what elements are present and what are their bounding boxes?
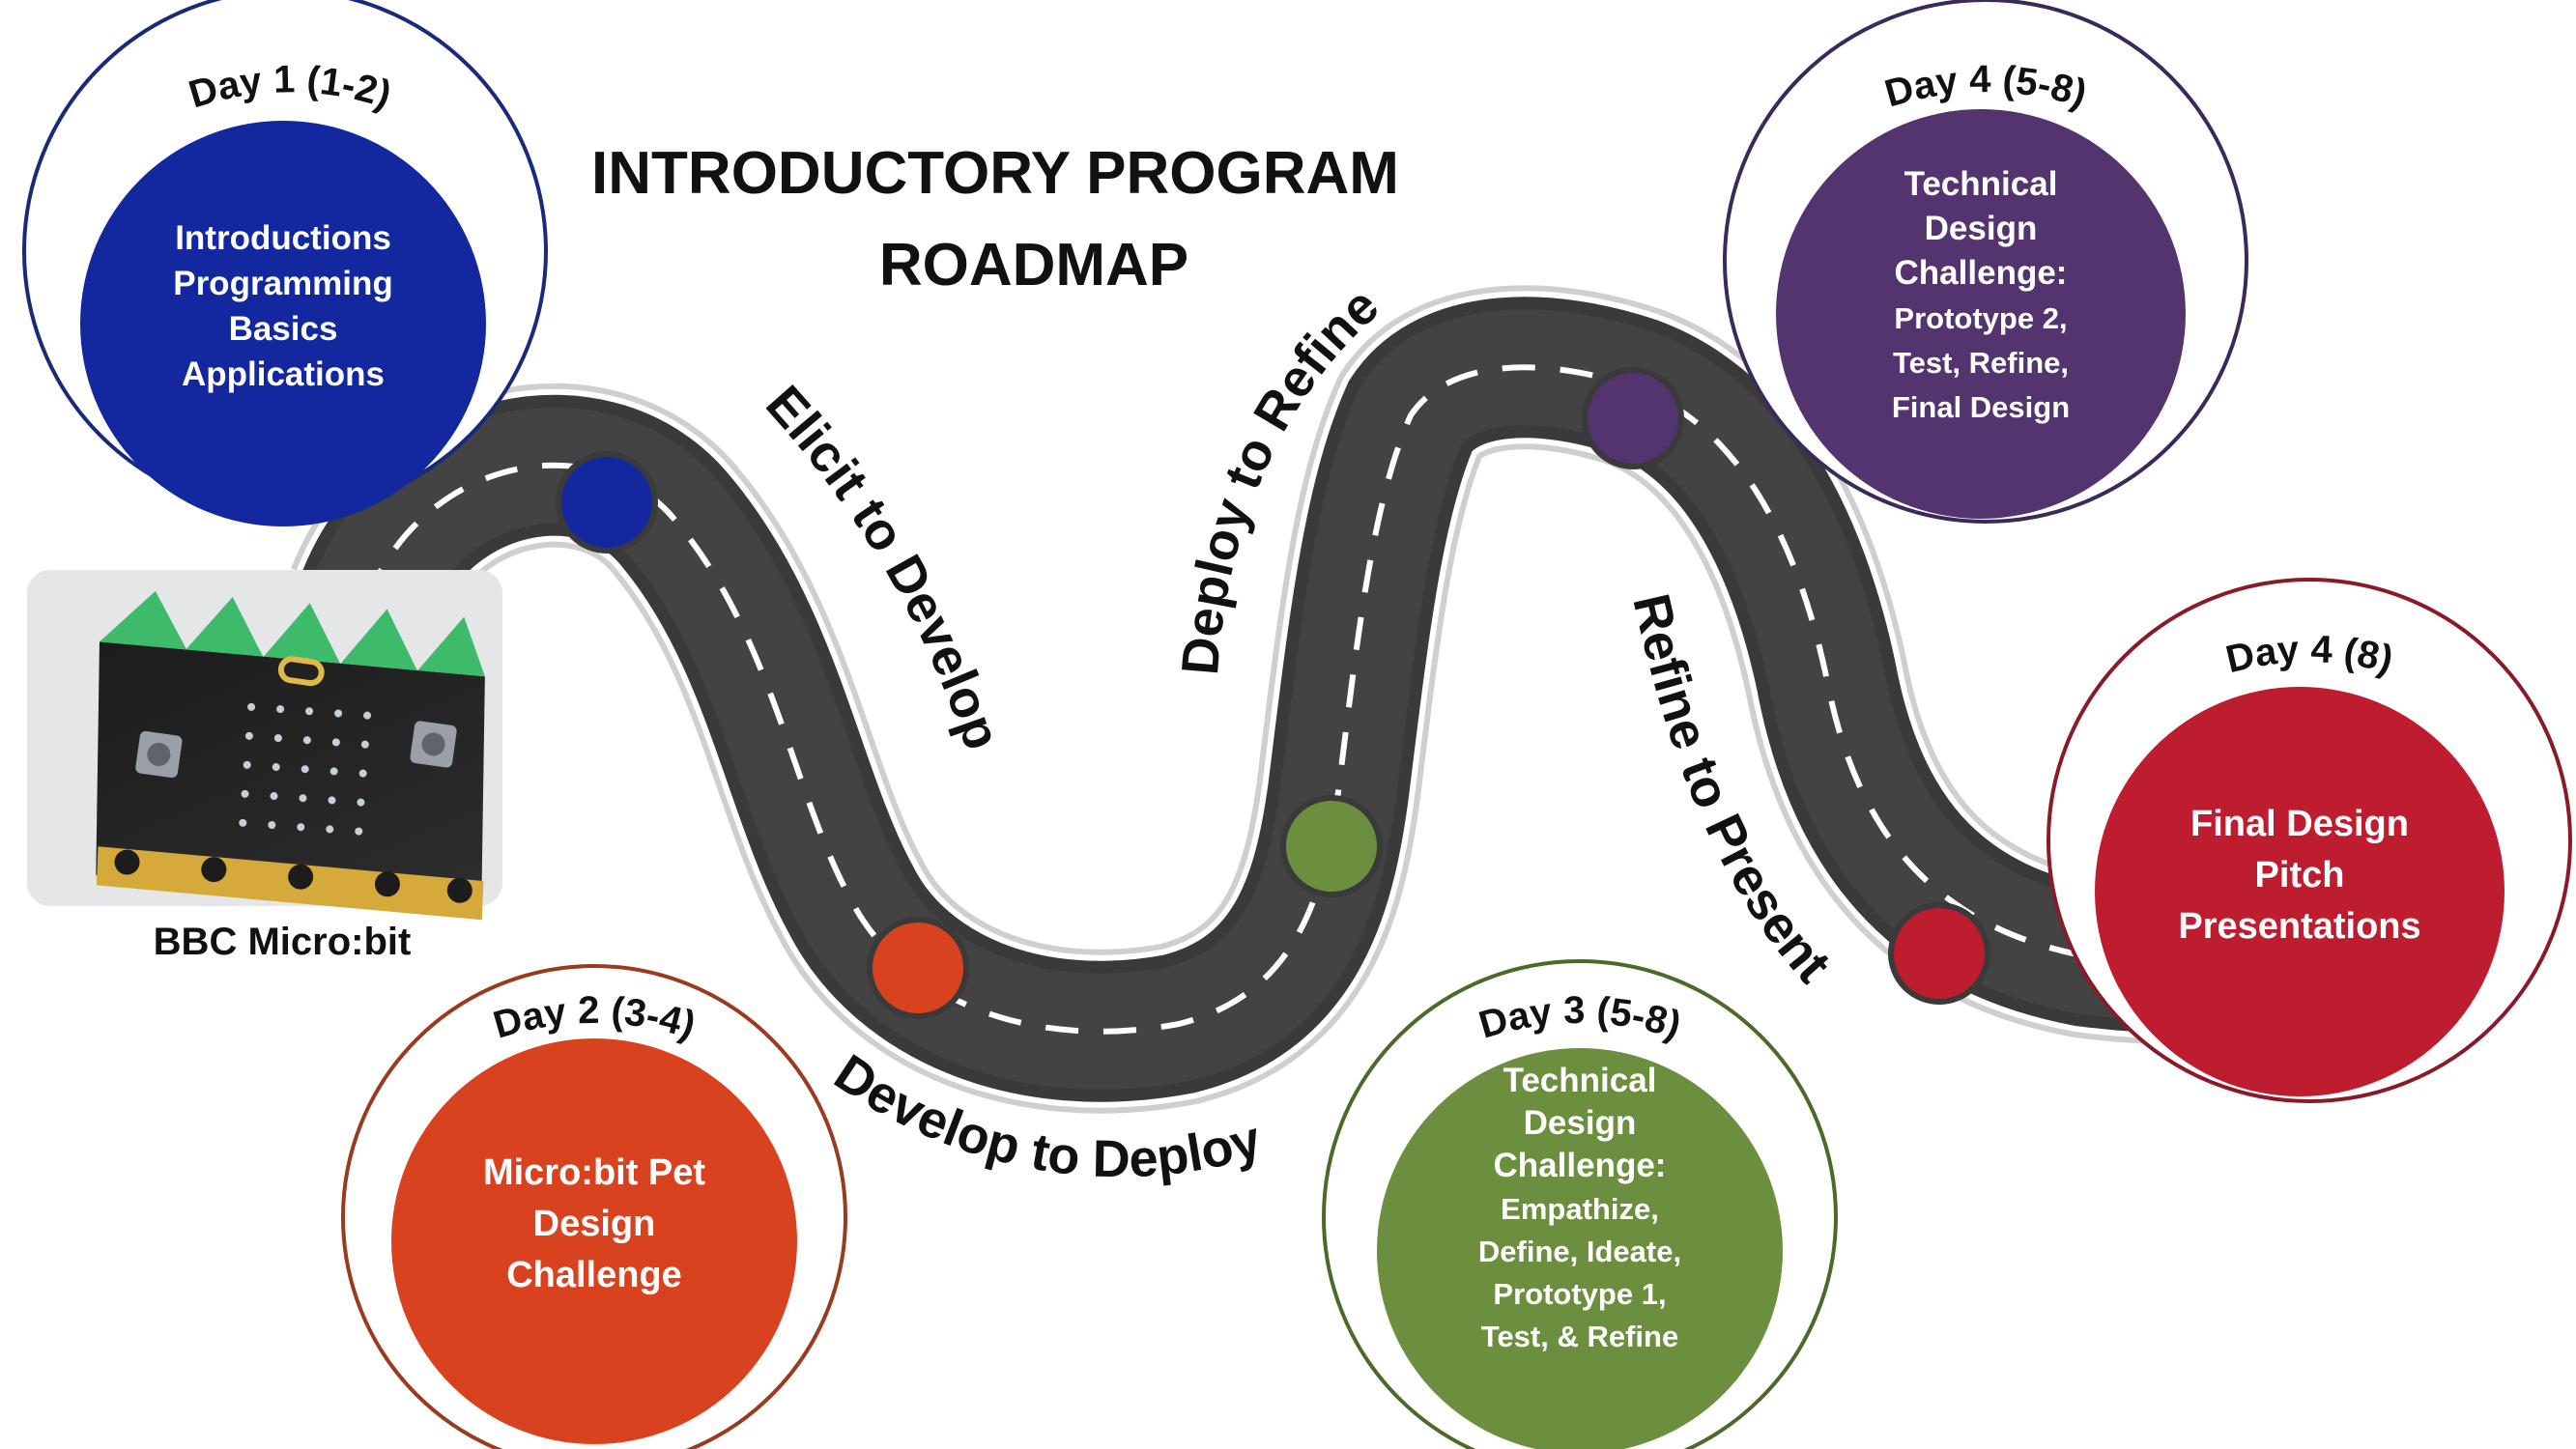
milestone-text-line: Final Design <box>2190 804 2409 844</box>
microbit-caption: BBC Micro:bit <box>154 921 412 963</box>
milestone-text-line: Design <box>533 1204 656 1244</box>
milestone-text-line: Technical <box>1503 1062 1657 1099</box>
title-line-1: INTRODUCTORY PROGRAM <box>591 140 1399 207</box>
milestone-text-line: Prototype 2, <box>1894 301 2067 335</box>
milestone-text-line: Prototype 1, <box>1493 1277 1666 1311</box>
milestone-3: Day 3 (5-8)TechnicalDesignChallenge:Empa… <box>1322 959 1838 1449</box>
milestone-inner-disc <box>80 121 486 526</box>
marker-day-3 <box>1280 795 1383 897</box>
milestone-text-line: Design <box>1925 210 2038 247</box>
milestone-text-line: Basics <box>229 310 338 348</box>
milestone-inner-disc <box>1776 109 2186 519</box>
milestone-text-line: Challenge: <box>1494 1147 1667 1184</box>
milestone-text-line: Final Design <box>1892 390 2070 424</box>
marker-day-1 <box>556 451 658 554</box>
milestone-text-line: Applications <box>182 355 385 393</box>
milestone-inner-disc <box>391 1038 797 1444</box>
page-title: INTRODUCTORY PROGRAM ROADMAP <box>591 140 1399 298</box>
milestone-text-line: Define, Ideate, <box>1478 1235 1681 1268</box>
road-markers <box>556 367 1990 1019</box>
milestone-text-line: Pitch <box>2255 855 2345 895</box>
milestone-text-line: Introductions <box>175 219 391 257</box>
marker-day-2 <box>867 917 969 1019</box>
milestone-1: Day 1 (1-2)IntroductionsProgrammingBasic… <box>22 0 548 526</box>
milestone-text-line: Empathize, <box>1501 1192 1659 1226</box>
title-line-2: ROADMAP <box>879 232 1188 298</box>
milestone-text-line: Technical <box>1904 165 2058 203</box>
milestone-inner-disc <box>2095 687 2504 1096</box>
marker-day-4a <box>1582 367 1684 469</box>
milestone-text-line: Design <box>1524 1104 1637 1142</box>
milestone-text-line: Test, & Refine <box>1481 1320 1678 1353</box>
milestone-text-line: Test, Refine, <box>1893 346 2069 380</box>
marker-day-4b <box>1888 902 1990 1005</box>
milestone-text-line: Challenge <box>506 1255 682 1295</box>
milestone-text-line: Presentations <box>2178 906 2420 947</box>
milestone-4: Day 4 (5-8)TechnicalDesignChallenge:Prot… <box>1723 0 2248 524</box>
microbit-photo: BBC Micro:bit <box>27 570 502 963</box>
milestone-text-line: Micro:bit Pet <box>483 1152 705 1193</box>
milestone-inner-disc <box>1377 1048 1783 1449</box>
milestone-text-line: Programming <box>173 265 393 302</box>
milestone-circles: Day 1 (1-2)IntroductionsProgrammingBasic… <box>22 0 2572 1449</box>
milestone-text-line: Challenge: <box>1895 254 2068 292</box>
